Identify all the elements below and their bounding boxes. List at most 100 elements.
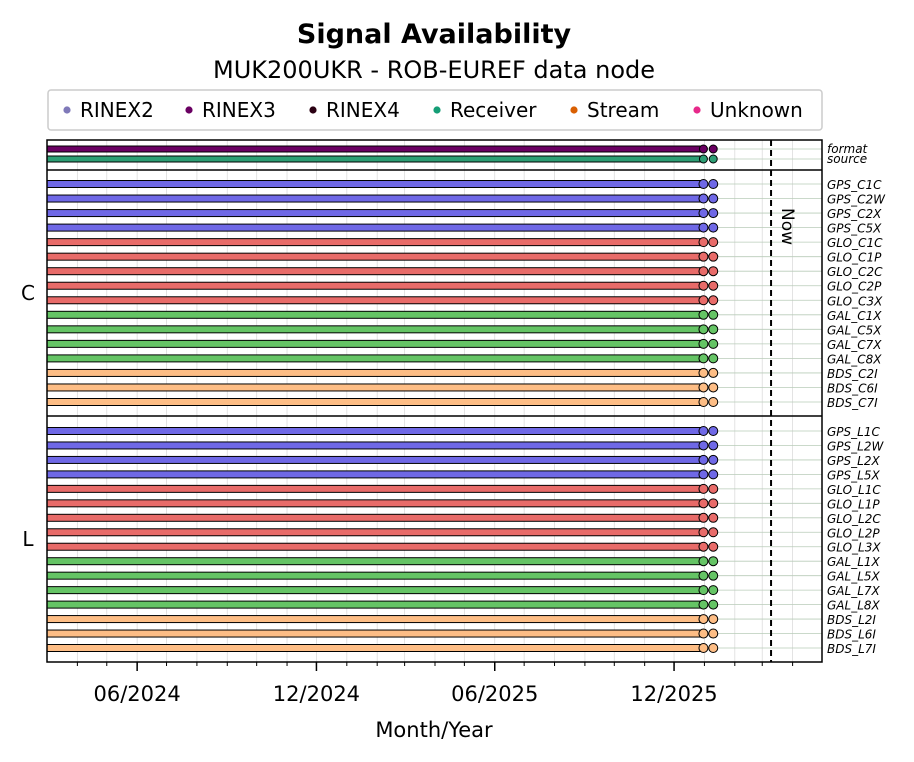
signal-row-glo-l2c-label: GLO_L2C — [827, 512, 881, 526]
legend: RINEX2 RINEX3 RINEX4 Receiver Stream Unknown — [47, 89, 823, 131]
signal-row-gal-l1x-point-0 — [698, 556, 709, 567]
signal-row-gps-l2w-label: GPS_L2W — [827, 439, 884, 453]
signal-row-gps-c2x-bar — [46, 209, 704, 218]
signal-row-bds-c7i-point-1 — [708, 397, 719, 407]
signal-row-bds-c2i-label: BDS_C2I — [827, 367, 878, 381]
group-labels: CL — [21, 281, 35, 551]
signal-row-gps-l1c-label: GPS_L1C — [827, 425, 880, 439]
signal-row-glo-l1p-bar — [46, 499, 704, 508]
x-axis: 06/2024 12/2024 06/2025 12/2025 — [76, 662, 794, 706]
signal-row-bds-l2i-label: BDS_L2I — [827, 613, 876, 627]
legend-entry-2: RINEX4 — [326, 98, 400, 122]
signal-row-gps-l5x-label: GPS_L5X — [827, 468, 880, 482]
legend-entry-1: RINEX3 — [202, 98, 276, 122]
plot-area: Now formatsourceGPS_C1CGPS_C2WGPS_C2XGPS_… — [21, 139, 886, 706]
group-label-1: L — [22, 527, 34, 551]
signal-row-gal-l5x-point-1 — [708, 570, 719, 581]
signal-row-gal-c1x-label: GAL_C1X — [827, 309, 882, 323]
signal-row-bds-l2i-point-0 — [698, 614, 709, 625]
signal-row-gps-c1c-point-0 — [698, 179, 709, 189]
signal-row-gal-l5x-label: GAL_L5X — [827, 570, 881, 584]
legend-entry-3: Receiver — [450, 98, 537, 122]
signal-row-glo-l2p-label: GLO_L2P — [827, 526, 880, 540]
signal-row-glo-c3x-bar — [46, 296, 704, 305]
signal-row-bds-l7i-label: BDS_L7I — [827, 642, 876, 656]
signal-row-bds-l6i-bar — [46, 629, 704, 638]
x-tick-label-3: 12/2025 — [630, 682, 717, 706]
signal-row-gps-l5x-point-0 — [698, 469, 709, 480]
legend-marker-3 — [433, 106, 441, 114]
signal-row-gps-c2w-label: GPS_C2W — [827, 193, 886, 207]
signal-row-gal-l7x-label: GAL_L7X — [827, 584, 881, 598]
signal-row-glo-c1p-bar — [46, 252, 704, 261]
signal-row-gps-c2x-label: GPS_C2X — [827, 207, 882, 221]
signal-row-bds-c2i-point-0 — [698, 367, 709, 378]
signal-row-gps-c5x-bar — [46, 223, 704, 232]
signal-row-glo-l2c-point-1 — [708, 512, 719, 523]
signal-row-glo-l2p-bar — [46, 528, 704, 537]
signal-row-glo-c2p-point-1 — [708, 280, 719, 291]
signal-row-gal-c7x-point-0 — [698, 338, 709, 349]
signal-row-gps-c5x-label: GPS_C5X — [827, 222, 882, 236]
signal-row-gal-c8x-point-1 — [708, 353, 719, 364]
signal-row-glo-l2p-point-0 — [698, 527, 709, 538]
signal-row-gal-c8x-label: GAL_C8X — [827, 352, 882, 366]
signal-row-bds-l2i-bar — [46, 615, 704, 624]
legend-marker-0 — [63, 106, 71, 114]
signal-row-gps-c1c-point-1 — [708, 179, 719, 189]
signal-row-bds-l7i-point-0 — [698, 643, 709, 653]
signal-row-glo-c2p-bar — [46, 281, 704, 290]
signal-row-glo-l3x-point-1 — [708, 541, 719, 552]
signal-row-glo-l3x-bar — [46, 542, 704, 551]
signal-row-gal-c7x-bar — [46, 339, 704, 348]
signal-row-glo-c2c-point-1 — [708, 266, 719, 277]
signal-row-bds-c6i-point-1 — [708, 382, 719, 393]
signal-row-glo-c2p-point-0 — [698, 280, 709, 291]
signal-row-gps-l2x-bar — [46, 455, 704, 464]
signal-row-bds-c7i-bar — [46, 398, 704, 406]
signal-row-gps-l2x-label: GPS_L2X — [827, 454, 880, 468]
signal-row-bds-c6i-label: BDS_C6I — [827, 381, 878, 395]
signal-row-gal-l1x-bar — [46, 557, 704, 566]
signal-row-gps-l1c-point-0 — [698, 426, 709, 436]
legend-marker-5 — [693, 106, 701, 114]
legend-entry-4: Stream — [587, 98, 659, 122]
signal-row-gps-c5x-point-1 — [708, 222, 719, 233]
signal-row-bds-l6i-point-0 — [698, 628, 709, 639]
signal-row-gal-c5x-point-0 — [698, 324, 709, 335]
signal-row-gps-c2x-point-0 — [698, 208, 709, 219]
signal-row-gps-c1c-bar — [46, 180, 704, 188]
meta-row-source-label: source — [827, 152, 867, 166]
signal-row-gal-c1x-point-1 — [708, 309, 719, 320]
signal-row-gal-l7x-point-0 — [698, 585, 709, 596]
signal-row-gal-c7x-point-1 — [708, 338, 719, 349]
signal-row-glo-c1p-point-1 — [708, 251, 719, 262]
signal-row-glo-l1c-bar — [46, 484, 704, 493]
signal-row-glo-l1c-point-1 — [708, 483, 719, 494]
legend-marker-4 — [570, 106, 578, 114]
meta-row-format-point-0 — [698, 144, 708, 154]
signal-row-bds-c6i-bar — [46, 383, 704, 392]
signal-row-gal-l1x-label: GAL_L1X — [827, 555, 881, 569]
signal-row-gal-l5x-point-0 — [698, 570, 709, 581]
signal-row-bds-l2i-point-1 — [708, 614, 719, 625]
signal-row-glo-c1c-label: GLO_C1C — [827, 236, 883, 250]
meta-row-source-bar — [46, 155, 704, 163]
chart-title: Signal Availability — [297, 19, 572, 50]
signal-row-gal-c1x-bar — [46, 310, 704, 319]
signal-row-glo-c1c-bar — [46, 238, 704, 247]
signal-row-gal-l8x-point-0 — [698, 599, 709, 610]
legend-marker-1 — [185, 106, 193, 114]
signal-row-glo-l3x-point-0 — [698, 541, 709, 552]
meta-row-format-label: format — [827, 142, 869, 156]
signal-row-gps-l2x-point-1 — [708, 454, 719, 465]
signal-row-gps-l1c-bar — [46, 427, 704, 435]
signal-row-glo-l1c-label: GLO_L1C — [827, 483, 881, 497]
signal-row-glo-c2p-label: GLO_C2P — [827, 280, 882, 294]
signal-row-gps-l2w-point-0 — [698, 440, 709, 451]
now-label: Now — [777, 208, 797, 245]
signal-row-gps-l2w-bar — [46, 441, 704, 450]
signal-row-glo-c1c-point-1 — [708, 237, 719, 248]
